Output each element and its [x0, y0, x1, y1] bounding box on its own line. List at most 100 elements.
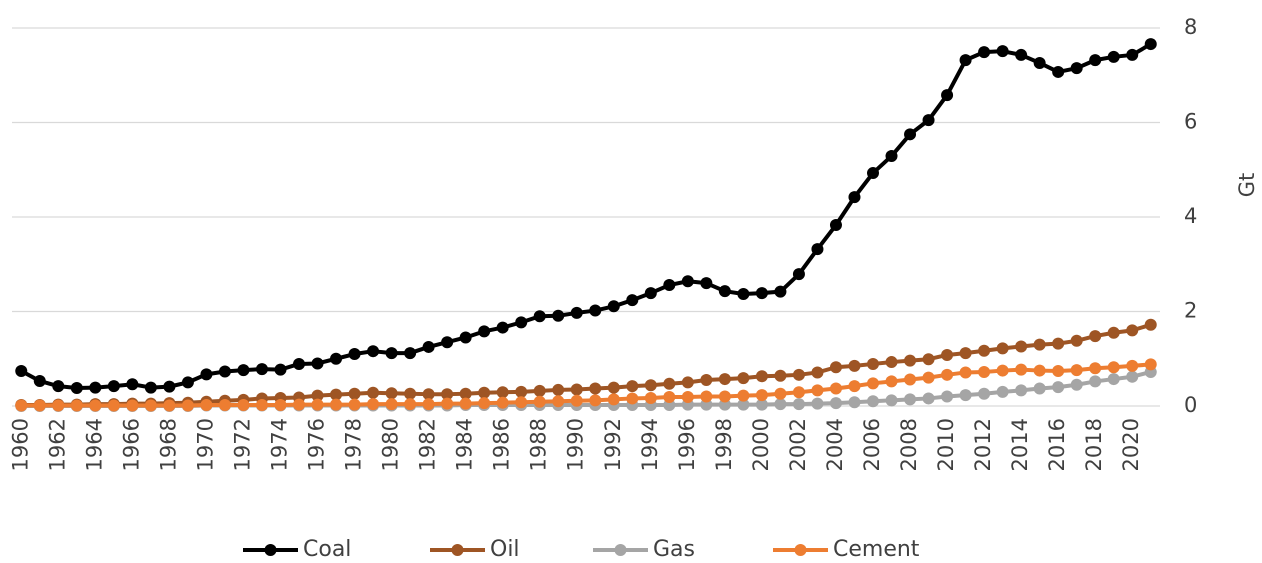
marker	[1070, 334, 1083, 347]
y-tick-label: 6	[1184, 110, 1197, 134]
marker	[1033, 338, 1046, 351]
x-tick-label: 2004	[823, 418, 847, 471]
marker	[885, 375, 898, 388]
marker	[422, 398, 435, 411]
marker	[941, 348, 954, 361]
marker	[1107, 326, 1120, 339]
marker	[200, 368, 213, 381]
marker	[422, 340, 435, 353]
marker	[330, 352, 343, 365]
marker	[1052, 365, 1065, 378]
x-tick-label: 1988	[527, 418, 551, 471]
marker	[607, 300, 620, 313]
marker	[348, 387, 361, 400]
marker	[718, 373, 731, 386]
marker	[941, 368, 954, 381]
marker	[1126, 48, 1139, 61]
marker	[1033, 382, 1046, 395]
marker	[496, 386, 509, 399]
marker	[311, 398, 324, 411]
marker	[904, 128, 917, 141]
marker	[348, 348, 361, 361]
marker	[15, 399, 28, 412]
marker	[311, 389, 324, 402]
marker	[663, 377, 676, 390]
marker	[33, 374, 46, 387]
marker	[311, 357, 324, 370]
x-tick-label: 1992	[601, 418, 625, 471]
marker	[774, 387, 787, 400]
x-tick-label: 1984	[453, 418, 477, 471]
marker	[681, 376, 694, 389]
marker	[922, 392, 935, 405]
marker	[52, 380, 65, 393]
x-tick-label: 1998	[712, 418, 736, 471]
marker	[755, 370, 768, 383]
marker	[996, 342, 1009, 355]
marker	[644, 391, 657, 404]
y-tick-label: 2	[1184, 299, 1197, 323]
marker	[885, 394, 898, 407]
marker	[1144, 38, 1157, 51]
legend-label: Oil	[490, 537, 520, 562]
marker	[348, 398, 361, 411]
marker	[422, 388, 435, 401]
marker	[1033, 364, 1046, 377]
line	[20, 42, 1152, 391]
marker	[663, 391, 676, 404]
legend-marker	[451, 544, 464, 556]
series	[15, 38, 1157, 395]
marker	[70, 382, 83, 395]
marker	[496, 396, 509, 409]
marker	[218, 365, 231, 378]
marker	[589, 394, 602, 407]
marker	[792, 368, 805, 381]
marker	[811, 397, 824, 410]
marker	[52, 399, 65, 412]
x-tick-label: 2010	[934, 418, 958, 471]
marker	[367, 345, 380, 358]
x-tick-label: 2014	[1008, 418, 1032, 471]
marker	[1089, 362, 1102, 375]
legend-label: Cement	[833, 537, 920, 562]
marker	[459, 331, 472, 344]
marker	[459, 397, 472, 410]
legend-marker	[264, 544, 277, 556]
marker	[978, 365, 991, 378]
marker	[107, 380, 120, 393]
marker	[515, 385, 528, 398]
marker	[1089, 375, 1102, 388]
marker	[941, 390, 954, 403]
series	[15, 358, 1157, 412]
marker	[478, 386, 491, 399]
marker	[144, 381, 157, 394]
x-tick-label: 1970	[193, 418, 217, 471]
marker	[922, 371, 935, 384]
marker	[811, 243, 824, 256]
marker	[681, 391, 694, 404]
legend-label: Coal	[303, 537, 351, 562]
marker	[570, 394, 583, 407]
marker	[1089, 54, 1102, 67]
marker	[848, 191, 861, 204]
marker	[885, 356, 898, 369]
marker	[644, 379, 657, 392]
marker	[441, 336, 454, 349]
marker	[533, 310, 546, 323]
x-tick-label: 1972	[230, 418, 254, 471]
marker	[385, 387, 398, 400]
x-tick-label: 2002	[786, 418, 810, 471]
marker	[737, 372, 750, 385]
marker	[885, 150, 898, 163]
marker	[533, 395, 546, 408]
marker	[496, 321, 509, 334]
marker	[1015, 340, 1028, 353]
marker	[626, 392, 639, 405]
marker	[755, 287, 768, 300]
marker	[237, 399, 250, 412]
marker	[996, 364, 1009, 377]
x-tick-label: 2012	[971, 418, 995, 471]
marker	[441, 388, 454, 401]
marker	[978, 387, 991, 400]
marker	[1052, 381, 1065, 394]
